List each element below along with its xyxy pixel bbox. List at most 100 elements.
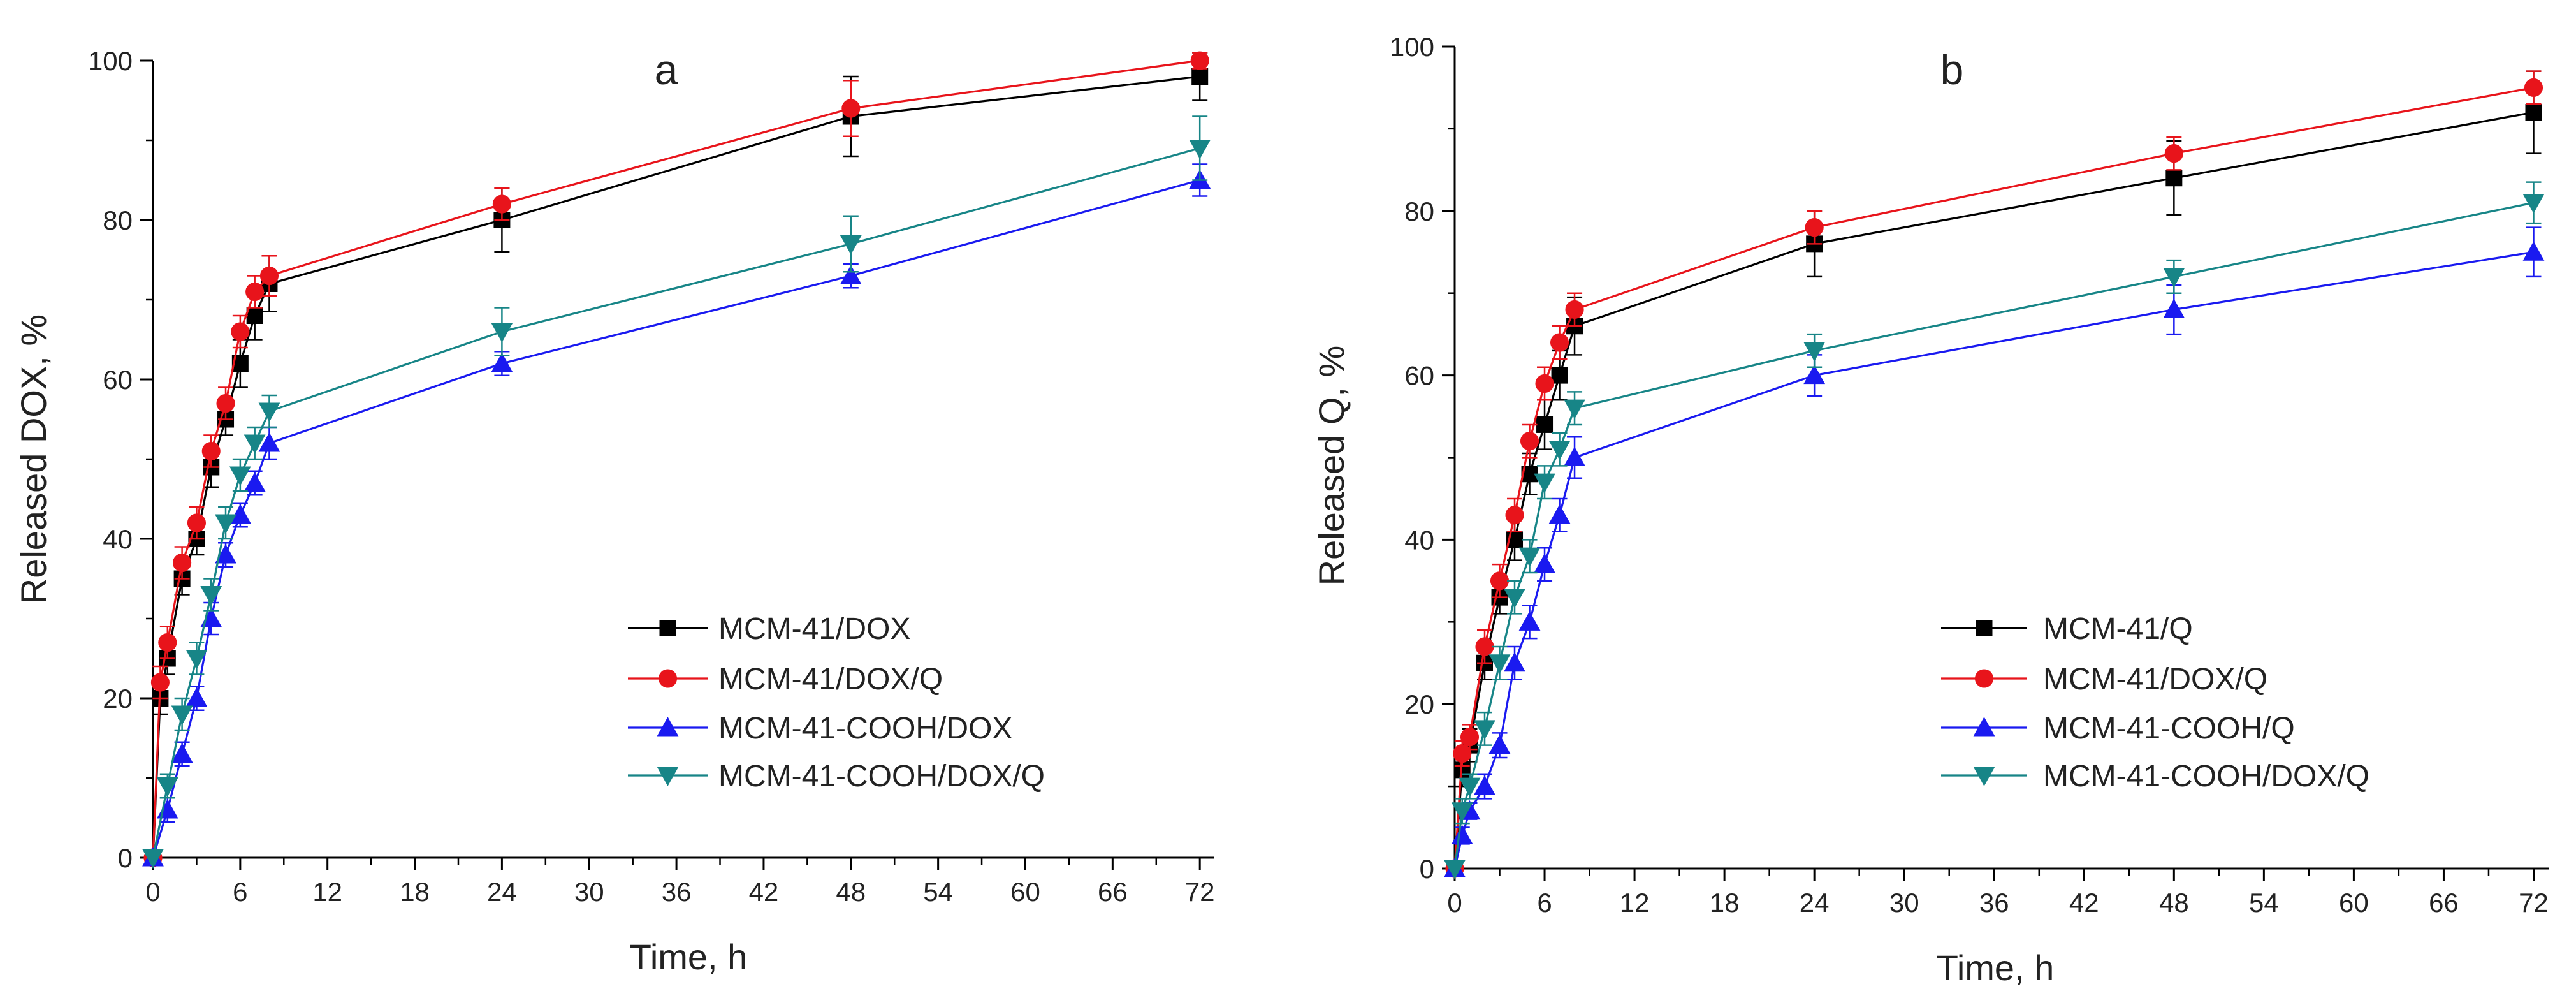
x-tick-label: 18 [400, 877, 430, 907]
series-2 [1444, 226, 2545, 877]
legend-marker [1973, 717, 1995, 737]
series-1 [1445, 70, 2543, 878]
data-point [156, 799, 178, 819]
data-point [171, 705, 193, 725]
data-point [1490, 571, 1510, 591]
data-point [246, 307, 263, 324]
data-point [244, 472, 266, 492]
data-point [840, 265, 862, 285]
legend-marker [1974, 669, 1994, 688]
data-point [1451, 802, 1473, 822]
panel-a-label: a [655, 46, 678, 93]
data-point [1191, 68, 1209, 85]
series-line [1453, 111, 2534, 869]
data-point [173, 553, 192, 573]
data-point [244, 434, 266, 454]
x-tick-label: 30 [1889, 888, 1919, 918]
data-point [2163, 298, 2185, 318]
series-line [1453, 86, 2534, 869]
legend-label: MCM-41-COOH/DOX/Q [718, 760, 1045, 793]
y-tick-label: 40 [1404, 525, 1434, 555]
data-point [2164, 144, 2183, 163]
data-point [186, 687, 208, 707]
data-point [1488, 654, 1511, 674]
x-tick-label: 66 [1098, 877, 1128, 907]
y-tick-label: 0 [1420, 854, 1434, 884]
series-line [152, 59, 1200, 858]
data-point [840, 235, 862, 255]
legend-marker [657, 717, 679, 737]
data-point [1444, 860, 1466, 879]
data-point [1550, 333, 1569, 352]
x-tick-label: 42 [2069, 888, 2099, 918]
y-tick-label: 60 [103, 365, 133, 395]
data-point [186, 649, 208, 670]
legend-label: MCM-41-COOH/DOX/Q [2043, 760, 2369, 793]
series-3 [142, 115, 1211, 869]
panel-a-legend: MCM-41/DOX MCM-41/DOX/Q MCM-41-COOH/DOX … [718, 612, 1045, 793]
data-point [491, 323, 513, 342]
x-tick-label: 48 [836, 877, 866, 907]
data-point [2522, 241, 2545, 261]
series-3 [1444, 181, 2545, 879]
data-point [1460, 728, 1480, 747]
data-point [1535, 374, 1554, 393]
data-point [1504, 652, 1525, 672]
data-point [1548, 504, 1571, 524]
data-point [171, 743, 193, 763]
y-tick-label: 0 [118, 843, 133, 873]
x-tick-label: 36 [1979, 888, 2009, 918]
y-tick-label: 20 [1404, 689, 1434, 719]
legend-marker [1973, 767, 1995, 786]
series-line [152, 179, 1200, 858]
data-point [1190, 51, 1209, 70]
x-tick-label: 48 [2159, 888, 2189, 918]
x-tick-label: 60 [2339, 888, 2369, 918]
y-tick-label: 20 [103, 684, 133, 714]
panel-a-ylabel: Released DOX, % [13, 314, 54, 604]
x-tick-label: 60 [1010, 877, 1040, 907]
y-tick-label: 40 [103, 524, 133, 554]
panel-b-ylabel: Released Q, % [1311, 346, 1351, 586]
data-point [1518, 547, 1541, 568]
panel-a: 0 6 12 18 24 30 36 42 48 54 60 66 72 0 20 40 60 80 100 a T… [13, 46, 1215, 977]
x-tick-label: 42 [749, 877, 779, 907]
data-point [150, 673, 170, 692]
x-tick-label: 0 [1447, 888, 1462, 918]
series-line [152, 75, 1200, 858]
data-point [1459, 777, 1481, 797]
data-point [1564, 399, 1585, 420]
data-point [1536, 416, 1554, 433]
legend-marker [658, 669, 678, 688]
panel-b-legend: MCM-41/Q MCM-41/DOX/Q MCM-41-COOH/Q MCM-… [2043, 612, 2369, 793]
series-0 [1446, 70, 2542, 877]
data-point [259, 266, 279, 286]
data-point [258, 402, 280, 422]
data-point [2165, 170, 2183, 187]
panel-a-xlabel: Time, h [630, 937, 748, 977]
legend-marker [659, 620, 676, 636]
x-tick-label: 12 [1620, 888, 1650, 918]
series-1 [143, 51, 1209, 867]
y-tick-label: 100 [88, 46, 133, 76]
x-tick-label: 12 [312, 877, 342, 907]
x-tick-label: 66 [2429, 888, 2459, 918]
data-point [1474, 720, 1495, 740]
x-tick-label: 24 [487, 877, 517, 907]
x-tick-label: 54 [923, 877, 953, 907]
y-tick-label: 80 [103, 205, 133, 235]
data-point [1805, 218, 1824, 237]
panel-b: 0 6 12 18 24 30 36 42 48 54 60 66 72 0 20 40 60 80 100 b T… [1311, 32, 2549, 988]
data-point [1534, 554, 1555, 573]
data-point [1803, 364, 1826, 385]
data-point [1475, 637, 1494, 656]
data-point [1518, 611, 1541, 631]
data-point [258, 432, 280, 452]
data-point [215, 544, 236, 564]
panel-b-label: b [1940, 46, 1964, 93]
data-point [187, 513, 206, 532]
data-point [215, 514, 236, 534]
x-tick-label: 54 [2249, 888, 2279, 918]
panel-b-xlabel: Time, h [1937, 948, 2055, 988]
x-tick-label: 36 [662, 877, 692, 907]
